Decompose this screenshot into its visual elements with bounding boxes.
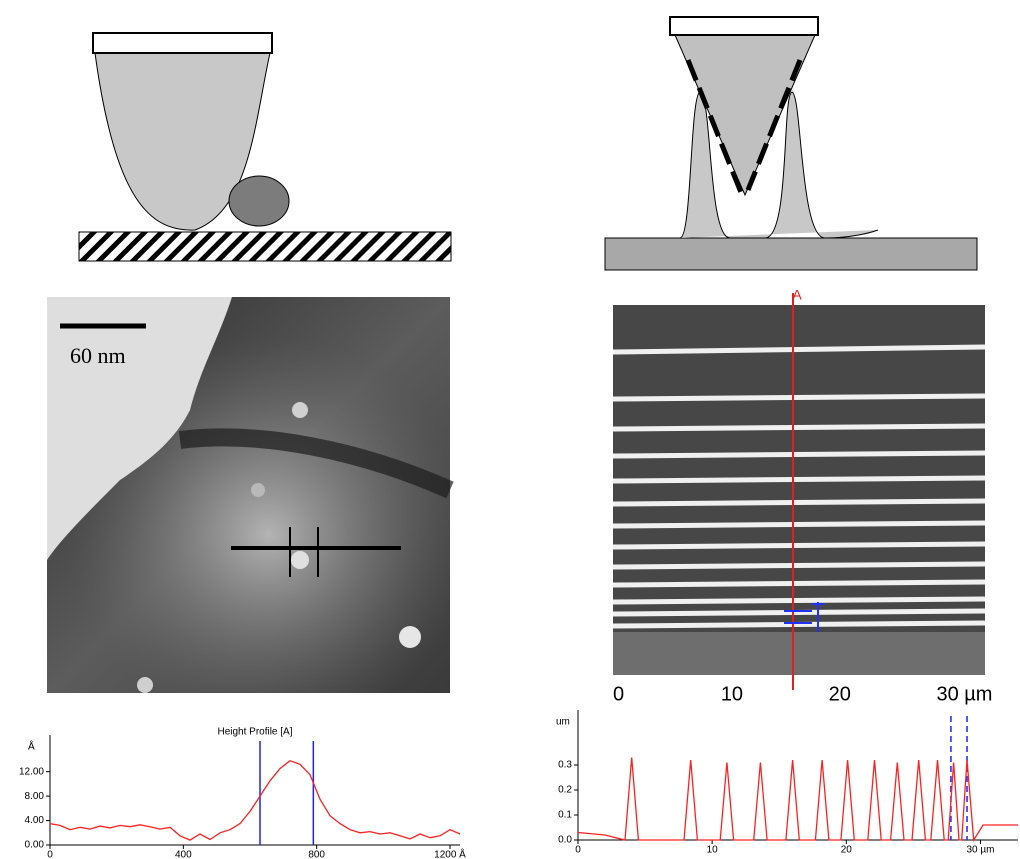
- cursor-label: A: [792, 287, 802, 303]
- image-x-tick-label: 30 µm: [936, 683, 992, 705]
- y-axis-label: um: [556, 717, 570, 728]
- x-tick-label: 30 µm: [966, 845, 994, 856]
- x-tick-label: 800: [308, 850, 325, 859]
- scale-label: 60 nm: [70, 343, 126, 368]
- tip-schematic-right: [605, 17, 977, 270]
- x-tick-label: 400: [175, 850, 192, 859]
- image-x-tick-label: 0: [613, 683, 624, 705]
- profile-line: [578, 758, 1018, 841]
- tip-schematic-left: [79, 33, 451, 261]
- y-tick-label: 0.2: [558, 785, 572, 796]
- x-tick-label: 10: [707, 845, 719, 856]
- y-axis-label: Å: [28, 740, 35, 753]
- x-tick-label: 20: [841, 845, 853, 856]
- chart-title: Height Profile [A]: [217, 727, 292, 738]
- y-tick-label: 0.0: [558, 835, 572, 846]
- image-x-tick-label: 20: [829, 683, 851, 705]
- y-tick-label: 0.00: [25, 840, 45, 851]
- y-tick-label: 0.3: [558, 760, 572, 771]
- figure: 60 nm A 0.004.008.0012.0004008001200 ÅÅH…: [0, 0, 1020, 859]
- x-tick-label: 1200 Å: [434, 848, 466, 859]
- afm-image-right: A: [613, 287, 985, 690]
- y-tick-label: 0.1: [558, 810, 572, 821]
- x-tick-label: 0: [575, 845, 581, 856]
- y-tick-label: 12.00: [19, 766, 44, 777]
- afm-image-left: 60 nm: [47, 297, 450, 693]
- profile-line: [50, 761, 460, 840]
- x-tick-label: 0: [47, 850, 53, 859]
- y-tick-label: 4.00: [25, 815, 45, 826]
- y-tick-label: 8.00: [25, 791, 45, 802]
- image-x-tick-label: 10: [721, 683, 743, 705]
